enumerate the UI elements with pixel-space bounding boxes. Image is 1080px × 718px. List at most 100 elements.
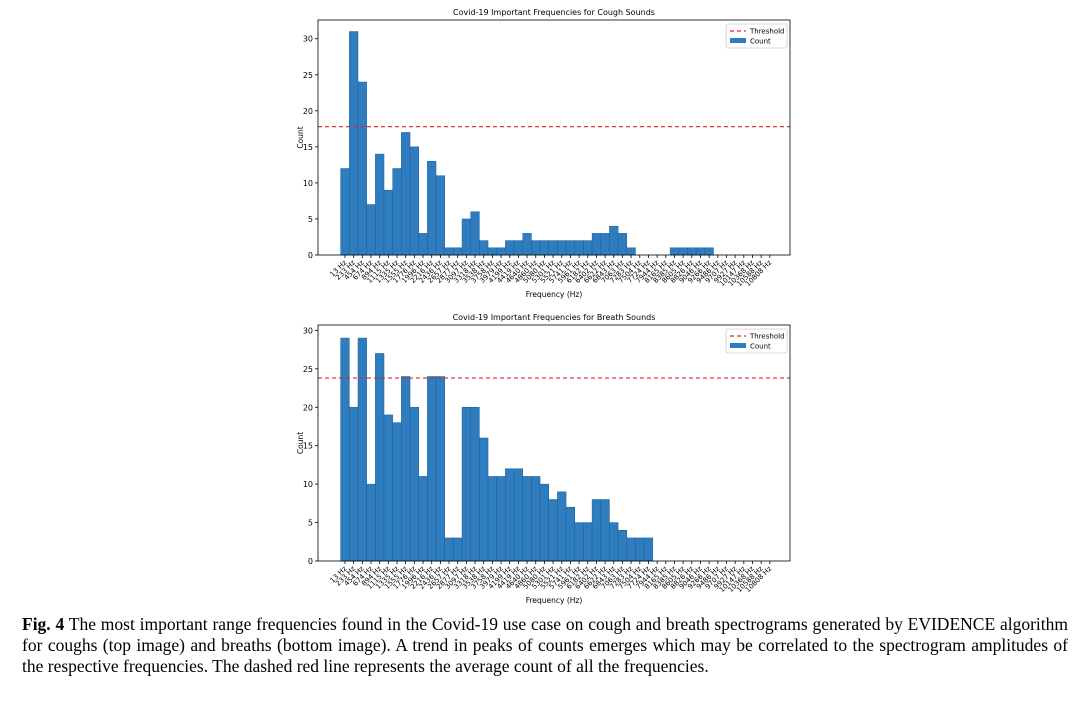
bar — [617, 233, 628, 256]
bar — [643, 537, 654, 562]
bar — [539, 240, 549, 256]
bar — [453, 247, 463, 256]
bar — [487, 476, 497, 562]
y-tick-label: 15 — [303, 442, 313, 451]
legend-count-swatch — [730, 343, 746, 348]
bar — [583, 522, 593, 562]
y-axis-label: Count — [296, 126, 305, 148]
legend-label: Count — [750, 343, 771, 351]
bar — [383, 189, 393, 256]
bar — [496, 476, 506, 562]
bar — [357, 337, 367, 562]
bar — [366, 483, 376, 562]
bar — [383, 414, 393, 562]
plot-frame — [317, 324, 791, 562]
bar — [539, 483, 549, 562]
bar — [522, 476, 532, 562]
bar — [470, 407, 480, 562]
figure: Covid-19 Important Frequencies for Cough… — [296, 8, 791, 605]
bar — [678, 247, 688, 256]
bar — [435, 376, 445, 562]
bar — [375, 153, 385, 256]
bar — [375, 353, 385, 562]
bar — [531, 240, 541, 256]
bar — [565, 506, 576, 562]
chart-title: Covid-19 Important Frequencies for Cough… — [453, 8, 655, 17]
bar — [609, 225, 619, 256]
y-tick-label: 5 — [308, 215, 313, 224]
y-tick-label: 25 — [303, 71, 313, 80]
bar — [695, 247, 706, 256]
y-tick-label: 20 — [303, 107, 313, 116]
bar — [487, 247, 497, 256]
y-tick-label: 20 — [303, 403, 313, 412]
bar — [513, 240, 523, 256]
y-axis-label: Count — [296, 432, 305, 454]
bar — [444, 247, 454, 256]
bar — [392, 168, 402, 256]
bar — [600, 233, 610, 256]
y-tick-label: 10 — [303, 480, 313, 489]
bar — [340, 337, 350, 562]
y-tick-label: 10 — [303, 179, 313, 188]
bar — [574, 522, 584, 562]
x-axis-label: Frequency (Hz) — [526, 596, 583, 605]
bar — [704, 247, 714, 256]
bar — [427, 161, 437, 256]
caption: Fig. 4 The most important range frequenc… — [22, 614, 1068, 677]
bar — [600, 499, 610, 562]
y-tick-label: 5 — [308, 519, 313, 528]
bar — [401, 376, 411, 562]
bar — [626, 247, 636, 256]
bar — [505, 240, 515, 256]
bar — [565, 240, 576, 256]
bar — [505, 468, 515, 562]
bar — [609, 522, 619, 562]
bar — [461, 407, 471, 562]
bar — [496, 247, 506, 256]
bar — [617, 530, 628, 562]
bar — [669, 247, 680, 256]
x-axis-label: Frequency (Hz) — [526, 290, 583, 299]
caption-label: Fig. 4 — [22, 614, 65, 634]
bar — [349, 31, 359, 256]
bar — [409, 407, 419, 562]
bar — [470, 211, 480, 256]
bar — [418, 476, 428, 562]
bar — [357, 81, 367, 256]
bar — [522, 233, 532, 256]
y-tick-label: 0 — [308, 557, 313, 566]
bar — [557, 240, 567, 256]
bar — [626, 537, 636, 562]
plot-frame — [317, 19, 791, 256]
legend-count-swatch — [730, 38, 746, 43]
bar — [548, 499, 558, 562]
bar — [513, 468, 523, 562]
bar — [479, 437, 489, 562]
bar — [531, 476, 541, 562]
bar — [418, 233, 428, 256]
bar — [366, 204, 376, 256]
y-tick-label: 30 — [303, 326, 313, 335]
bar — [574, 240, 584, 256]
bar — [392, 422, 402, 562]
legend-label: Count — [750, 38, 771, 46]
bar — [444, 537, 454, 562]
bar — [340, 168, 350, 256]
bar — [409, 146, 419, 256]
legend-label: Threshold — [749, 28, 785, 36]
y-tick-label: 0 — [308, 251, 313, 260]
bar — [591, 233, 602, 256]
bar — [687, 247, 697, 256]
y-tick-label: 30 — [303, 35, 313, 44]
chart-title: Covid-19 Important Frequencies for Breat… — [453, 313, 656, 322]
bar — [349, 407, 359, 562]
y-tick-label: 25 — [303, 365, 313, 374]
bar — [635, 537, 645, 562]
bar — [583, 240, 593, 256]
bar — [401, 132, 411, 256]
bar — [461, 218, 471, 256]
bar — [548, 240, 558, 256]
caption-text: The most important range frequencies fou… — [22, 614, 1068, 676]
